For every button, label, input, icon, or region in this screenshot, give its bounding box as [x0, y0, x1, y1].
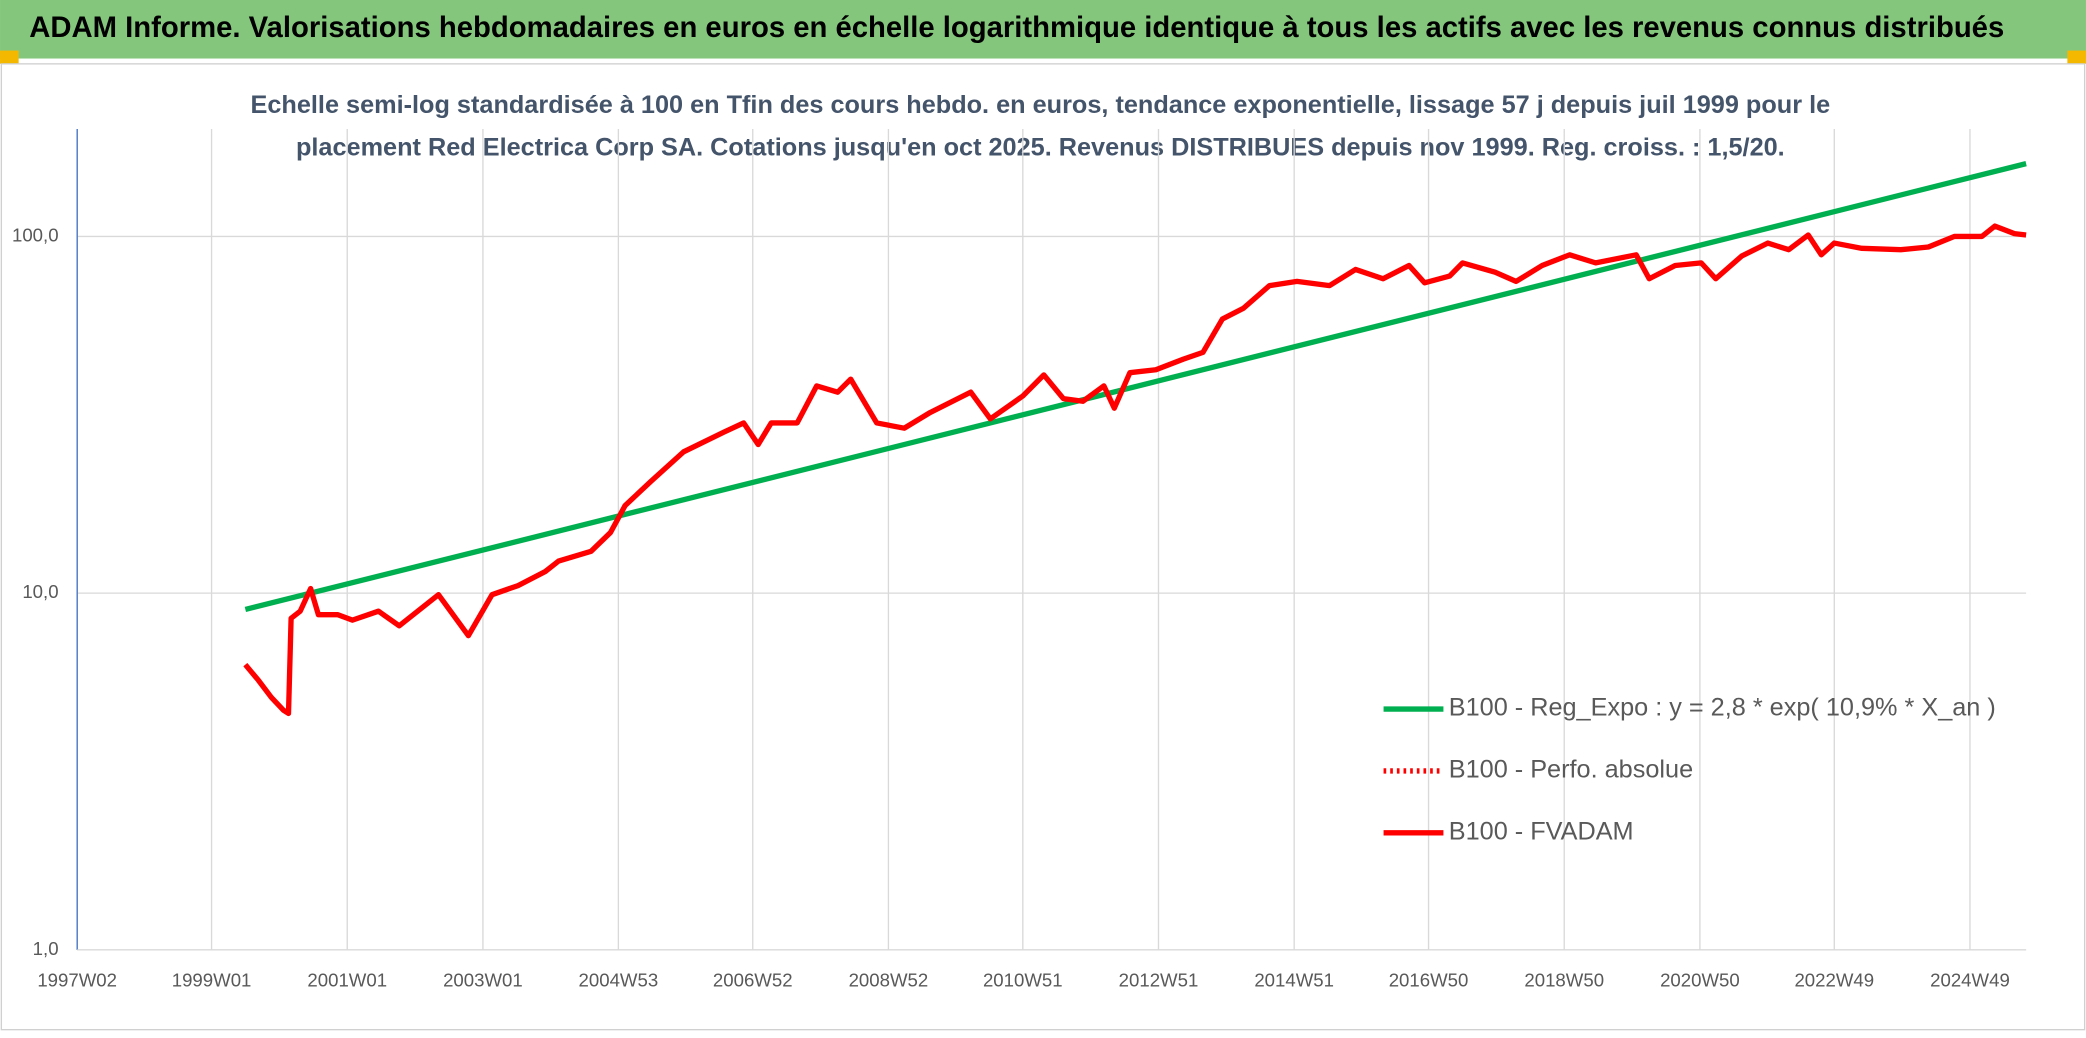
- x-tick-label: 1999W01: [172, 970, 252, 991]
- corner: [2067, 50, 2086, 64]
- y-tick-label: 1,0: [33, 938, 59, 959]
- x-tick-label: 2003W01: [443, 970, 523, 991]
- header-bar: [0, 0, 2086, 59]
- x-tick-label: 2022W49: [1794, 970, 1874, 991]
- x-tick-label: 2004W53: [579, 970, 659, 991]
- x-tick-label: 2020W50: [1660, 970, 1740, 991]
- legend-label: B100 - FVADAM: [1449, 817, 1634, 845]
- x-tick-label: 2012W51: [1119, 970, 1199, 991]
- x-tick-label: 2010W51: [983, 970, 1063, 991]
- x-tick-label: 2014W51: [1254, 970, 1334, 991]
- x-tick-label: 1997W02: [37, 970, 117, 991]
- x-tick-label: 2001W01: [307, 970, 387, 991]
- line-series: [244, 161, 2027, 613]
- chart-subtitle: Echelle semi-log standardisée à 100 en T…: [251, 91, 1831, 119]
- x-tick-label: 2016W50: [1389, 970, 1469, 991]
- corner: [0, 50, 19, 64]
- legend-label: B100 - Reg_Expo : y = 2,8 * exp( 10,9% *…: [1449, 694, 1996, 722]
- legend-label: B100 - Perfo. absolue: [1449, 756, 1693, 784]
- chart-subtitle: placement Red Electrica Corp SA. Cotatio…: [296, 134, 1785, 162]
- x-tick-label: 2008W52: [849, 970, 929, 991]
- y-tick-label: 10,0: [22, 581, 58, 602]
- header-title: ADAM Informe. Valorisations hebdomadaire…: [29, 12, 2004, 44]
- y-tick-label: 100,0: [12, 224, 59, 245]
- x-tick-label: 2018W50: [1524, 970, 1604, 991]
- chart-frame: [0, 63, 2086, 1031]
- x-tick-label: 2006W52: [713, 970, 793, 991]
- line-series: [243, 223, 2027, 717]
- x-tick-label: 2024W49: [1930, 970, 2010, 991]
